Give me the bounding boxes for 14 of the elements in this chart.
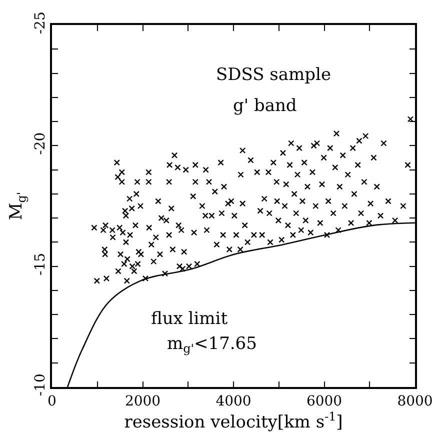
y-tick-label: -25 (32, 12, 49, 34)
x-tick-label: 8000 (397, 394, 433, 410)
x-axis-title: resession velocity[km s$^{-1}$] (124, 410, 343, 433)
x-tick-label: 6000 (306, 394, 342, 410)
annotation: SDSS sample (216, 65, 332, 85)
annotation: g' band (233, 96, 297, 116)
annotation: m$_{g'}$<17.65 (167, 334, 257, 356)
annotation: flux limit (151, 309, 228, 329)
x-tick-label: 4000 (216, 394, 252, 410)
y-tick-label: -15 (32, 252, 49, 276)
y-tick-label: -20 (32, 132, 49, 155)
x-tick-label: 2000 (124, 394, 161, 410)
y-tick-label: -10 (32, 374, 49, 396)
x-tick-label: 0 (48, 394, 56, 410)
